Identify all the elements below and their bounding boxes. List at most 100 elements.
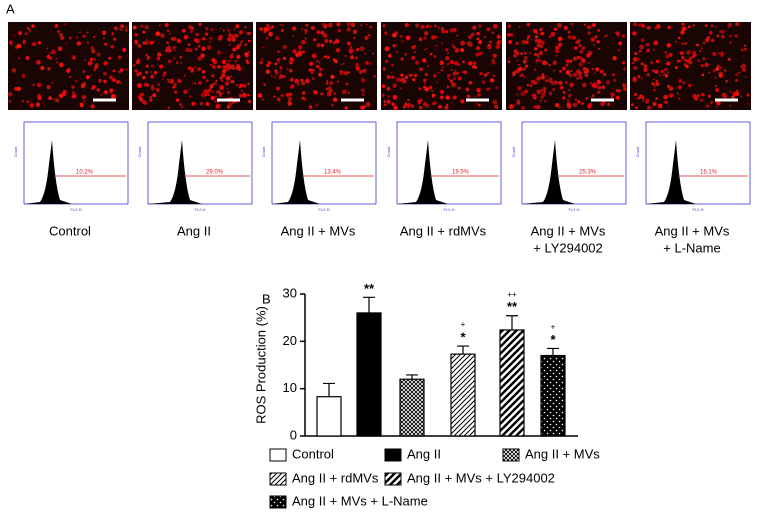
cell <box>710 101 714 104</box>
cell <box>719 66 722 69</box>
cell <box>297 50 303 56</box>
cell <box>509 104 514 109</box>
cell <box>586 70 590 74</box>
cell <box>449 79 453 83</box>
cell <box>727 24 731 28</box>
cell <box>238 86 241 89</box>
gate-label: 13.4% <box>324 170 342 176</box>
cell <box>26 26 30 31</box>
cell <box>282 44 287 50</box>
cell <box>577 71 583 76</box>
condition-label: + L-Name <box>663 240 720 255</box>
cell <box>219 85 225 90</box>
histogram-y-label: Count <box>261 146 266 158</box>
cell <box>81 94 87 100</box>
cell <box>155 31 161 37</box>
cell <box>227 91 230 94</box>
cell <box>421 58 427 63</box>
cell <box>184 74 186 77</box>
cell <box>438 104 442 109</box>
cell <box>519 74 522 78</box>
cell <box>453 77 457 80</box>
cell <box>325 81 329 85</box>
cell <box>529 84 533 87</box>
cell <box>270 74 273 77</box>
cell <box>704 62 709 68</box>
cell <box>114 26 118 31</box>
cell <box>680 30 685 35</box>
cell <box>537 52 541 56</box>
cell <box>176 61 179 64</box>
cell <box>167 106 170 109</box>
cell <box>566 102 571 107</box>
cell <box>540 45 543 49</box>
cell <box>384 46 390 52</box>
cell <box>383 100 387 103</box>
cell <box>364 35 369 40</box>
cell <box>51 81 54 84</box>
cell <box>150 71 152 74</box>
legend-swatch <box>269 495 287 509</box>
cell <box>507 60 511 63</box>
cell <box>312 90 315 93</box>
cell <box>392 94 398 100</box>
cell <box>86 41 90 44</box>
histogram-frame <box>271 121 377 205</box>
legend-label: Ang II + MVs <box>525 446 600 461</box>
cell <box>534 35 539 39</box>
cell <box>169 32 172 35</box>
cell <box>301 91 306 95</box>
histogram-frame <box>645 121 751 205</box>
cell <box>179 103 182 106</box>
cell <box>513 53 518 58</box>
cell <box>346 41 351 46</box>
cell <box>528 52 531 55</box>
cell <box>31 42 35 46</box>
cell <box>134 39 138 44</box>
cell <box>424 31 429 36</box>
cell <box>369 25 373 29</box>
legend-label: Control <box>292 446 334 461</box>
cell <box>157 52 162 57</box>
cell <box>520 91 526 97</box>
cell <box>632 61 635 65</box>
cell <box>669 93 674 98</box>
cell <box>315 103 319 107</box>
cell <box>275 36 280 41</box>
cell <box>518 66 523 72</box>
cell <box>611 73 616 77</box>
cell <box>333 92 337 95</box>
cell <box>215 79 218 83</box>
cell <box>316 30 321 35</box>
cell <box>635 106 638 110</box>
cell <box>195 38 200 44</box>
cell <box>515 51 520 56</box>
cell <box>118 81 121 84</box>
cell <box>138 71 143 76</box>
cell <box>640 62 644 66</box>
cell <box>342 62 345 65</box>
cell <box>491 60 496 65</box>
cell <box>201 70 206 74</box>
cell <box>84 59 87 61</box>
cell <box>90 104 95 109</box>
cell <box>544 79 548 83</box>
legend-label: Ang II + MVs + L-Name <box>292 493 428 508</box>
cell <box>189 27 192 30</box>
cell <box>652 101 657 107</box>
cell <box>210 95 216 101</box>
cell <box>242 84 247 88</box>
cell <box>568 88 571 91</box>
cell <box>537 55 540 59</box>
cell <box>301 96 305 101</box>
cell <box>463 70 468 75</box>
cell <box>358 69 363 74</box>
cell <box>13 34 16 37</box>
cell <box>81 83 84 86</box>
cell <box>635 57 640 61</box>
significance-star: * <box>460 330 466 345</box>
cell <box>617 48 621 52</box>
cell <box>429 52 433 56</box>
cell <box>311 77 315 80</box>
cell <box>392 32 397 38</box>
